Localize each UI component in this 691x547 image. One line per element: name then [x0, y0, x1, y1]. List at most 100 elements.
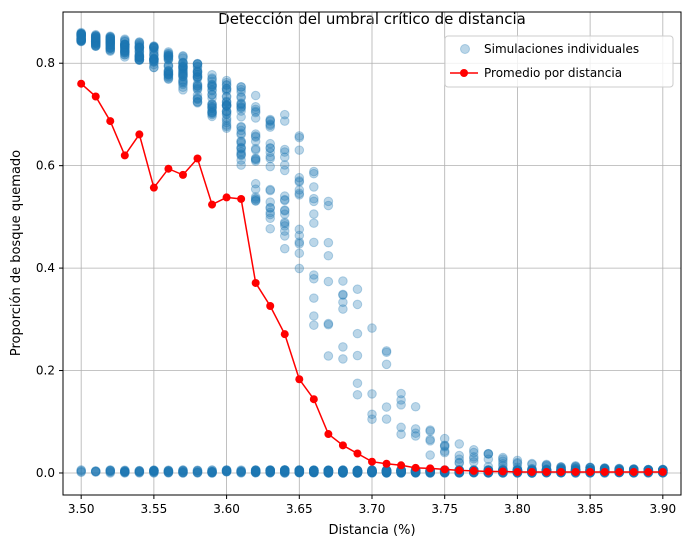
scatter-point — [120, 36, 130, 47]
scatter-point — [120, 39, 130, 49]
scatter-point — [76, 30, 86, 40]
scatter-point — [207, 102, 217, 112]
scatter-point — [294, 132, 305, 143]
scatter-point — [294, 465, 305, 475]
scatter-point — [352, 466, 363, 477]
scatter-point — [90, 39, 101, 50]
scatter-point — [221, 466, 232, 477]
scatter-point — [134, 46, 145, 57]
scatter-point — [425, 425, 435, 435]
scatter-point — [338, 467, 348, 478]
scatter-point — [163, 47, 174, 57]
scatter-point — [250, 467, 261, 477]
scatter-point — [221, 100, 232, 111]
mean-point — [91, 92, 100, 101]
scatter-point — [90, 29, 101, 40]
scatter-point — [236, 82, 246, 92]
y-axis-label: Proporción de bosque quemado — [9, 150, 24, 356]
scatter-point — [76, 465, 86, 476]
scatter-point — [250, 131, 261, 141]
scatter-point — [352, 378, 363, 389]
scatter-point — [294, 131, 305, 141]
scatter-point — [120, 466, 130, 476]
scatter-point — [236, 100, 246, 110]
scatter-point — [367, 467, 377, 478]
scatter-point — [178, 82, 188, 92]
scatter-point — [90, 36, 101, 47]
scatter-point — [120, 49, 130, 60]
scatter-point — [352, 467, 363, 478]
scatter-point — [149, 57, 159, 68]
scatter-point — [149, 54, 159, 65]
x-tick-label: 3.70 — [359, 502, 386, 516]
scatter-point — [265, 151, 276, 162]
scatter-point — [120, 46, 130, 56]
scatter-point — [149, 53, 159, 64]
mean-point — [600, 467, 609, 476]
scatter-point — [192, 82, 203, 93]
scatter-point — [338, 466, 348, 476]
scatter-point — [265, 197, 276, 207]
scatter-point — [192, 97, 203, 107]
scatter-point — [178, 53, 188, 63]
scatter-point — [309, 466, 319, 477]
scatter-point — [163, 466, 174, 476]
mean-point — [208, 200, 217, 209]
scatter-point — [90, 33, 101, 43]
mean-point — [353, 449, 362, 458]
scatter-point — [323, 467, 334, 477]
scatter-point — [120, 42, 130, 52]
scatter-point — [338, 466, 348, 477]
scatter-point — [279, 217, 290, 228]
scatter-point — [76, 31, 86, 42]
scatter-point — [279, 467, 290, 478]
scatter-point — [381, 414, 392, 424]
scatter-point — [149, 466, 159, 476]
scatter-point — [352, 467, 363, 478]
scatter-point — [192, 67, 203, 77]
mean-point — [106, 117, 115, 126]
scatter-point — [149, 43, 159, 53]
scatter-point — [279, 465, 290, 475]
scatter-point — [178, 466, 188, 476]
scatter-point — [149, 54, 159, 64]
scatter-point — [207, 108, 217, 119]
scatter-point — [76, 465, 86, 475]
scatter-point — [207, 465, 217, 475]
scatter-point — [265, 153, 276, 164]
scatter-point — [192, 467, 203, 477]
scatter-point — [76, 35, 86, 45]
scatter-point — [178, 61, 188, 72]
scatter-point — [367, 465, 377, 476]
scatter-point — [163, 71, 174, 82]
scatter-point — [294, 465, 305, 476]
scatter-point — [279, 116, 290, 126]
scatter-point — [309, 465, 319, 476]
scatter-point — [207, 107, 217, 117]
scatter-point — [192, 69, 203, 80]
scatter-point — [323, 466, 334, 477]
scatter-point — [265, 467, 276, 477]
scatter-point — [367, 466, 377, 477]
scatter-point — [323, 467, 334, 478]
legend-label-mean: Promedio por distancia — [484, 66, 622, 80]
mean-point — [469, 466, 478, 475]
scatter-point — [207, 468, 217, 478]
scatter-point — [265, 161, 276, 172]
scatter-point — [512, 455, 523, 466]
scatter-point — [105, 41, 116, 52]
scatter-point — [207, 466, 217, 477]
scatter-point — [120, 42, 130, 53]
scatter-point — [236, 467, 246, 477]
mean-point — [368, 457, 376, 466]
scatter-point — [279, 466, 290, 477]
scatter-point — [323, 466, 334, 477]
scatter-point — [338, 468, 348, 478]
scatter-point — [250, 107, 261, 118]
scatter-point — [192, 468, 203, 478]
scatter-point — [134, 52, 145, 63]
scatter-point — [221, 466, 232, 477]
scatter-point — [381, 346, 392, 356]
scatter-point — [105, 31, 116, 41]
scatter-point — [149, 41, 159, 51]
